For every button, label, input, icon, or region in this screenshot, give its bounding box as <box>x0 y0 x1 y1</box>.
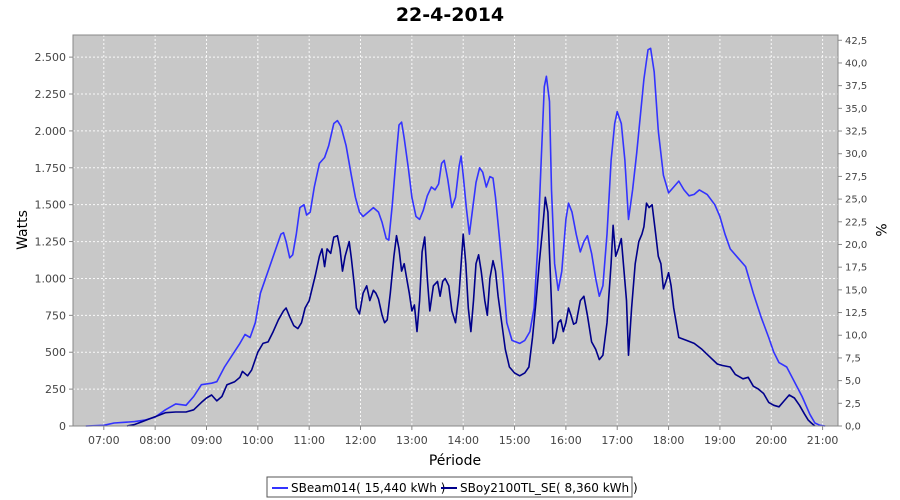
series-line-1 <box>126 196 816 427</box>
y-tick-label: 500 <box>45 346 66 359</box>
y-tick-label: 1.750 <box>35 162 67 175</box>
x-tick-label: 12:00 <box>345 434 377 447</box>
y-right-tick-label: 15,0 <box>845 285 867 296</box>
y-right-tick-label: 37,5 <box>845 81 867 92</box>
y-right-tick-label: 40,0 <box>845 58 867 69</box>
x-tick-label: 13:00 <box>396 434 428 447</box>
y-right-tick-label: 20,0 <box>845 240 867 251</box>
x-tick-label: 16:00 <box>550 434 582 447</box>
y-tick-label: 0 <box>59 420 66 433</box>
x-tick-label: 18:00 <box>653 434 685 447</box>
x-tick-label: 11:00 <box>293 434 325 447</box>
y-axis-label: Watts <box>15 210 31 250</box>
y-right-tick-label: 25,0 <box>845 195 867 206</box>
y-tick-label: 1.500 <box>35 199 67 212</box>
y-right-tick-label: 32,5 <box>845 127 867 138</box>
y-right-tick-label: 7,5 <box>845 353 861 364</box>
x-axis: 07:00 08:00 09:00 10:00 11:00 12:00 13:00 14:00… <box>88 426 838 447</box>
y-right-tick-label: 5,0 <box>845 376 861 387</box>
x-tick-label: 21:00 <box>807 434 839 447</box>
y-tick-label: 1.000 <box>35 272 67 285</box>
y-tick-label: 2.500 <box>35 51 67 64</box>
plot-area <box>73 35 838 426</box>
series-line-0 <box>85 47 826 427</box>
y-right-tick-label: 10,0 <box>845 331 867 342</box>
series-layer <box>85 47 826 427</box>
y-right-tick-label: 12,5 <box>845 308 867 319</box>
x-tick-label: 08:00 <box>139 434 171 447</box>
y-right-tick-label: 2,5 <box>845 399 861 410</box>
grid-lines <box>73 35 838 427</box>
legend-label-series-0: SBeam014( 15,440 kWh ) <box>291 481 445 495</box>
y-right-tick-label: 27,5 <box>845 172 867 183</box>
y-tick-label: 2.250 <box>35 88 67 101</box>
y-axis-right-label: % <box>872 223 888 236</box>
x-tick-label: 07:00 <box>88 434 120 447</box>
y-tick-label: 250 <box>45 383 66 396</box>
legend-label-series-1: SBoy2100TL_SE( 8,360 kWh ) <box>460 481 638 495</box>
y-right-tick-label: 42,5 <box>845 36 867 47</box>
y-axis-right: 0,0 2,5 5,0 7,5 10,0 12,5 15,0 17,5 20,0 22,5 25,0… <box>838 36 867 433</box>
x-tick-label: 15:00 <box>499 434 531 447</box>
y-right-tick-label: 0,0 <box>845 422 861 433</box>
y-axis-left: 0 250 500 750 1.000 1.250 1.500 1.750 2.000 2.250… <box>35 51 73 433</box>
x-tick-label: 10:00 <box>242 434 274 447</box>
y-tick-label: 2.000 <box>35 125 67 138</box>
x-tick-label: 19:00 <box>704 434 736 447</box>
y-right-tick-label: 35,0 <box>845 104 867 115</box>
x-tick-label: 17:00 <box>601 434 633 447</box>
x-tick-label: 20:00 <box>755 434 787 447</box>
legend: SBeam014( 15,440 kWh ) SBoy2100TL_SE( 8,… <box>266 476 638 498</box>
y-right-tick-label: 22,5 <box>845 217 867 228</box>
y-right-tick-label: 30,0 <box>845 149 867 160</box>
x-tick-label: 09:00 <box>191 434 223 447</box>
x-tick-label: 14:00 <box>447 434 479 447</box>
y-tick-label: 1.250 <box>35 236 67 249</box>
x-axis-label: Période <box>429 453 481 469</box>
y-right-tick-label: 17,5 <box>845 263 867 274</box>
y-tick-label: 750 <box>45 309 66 322</box>
chart-title: 22-4-2014 <box>396 4 504 26</box>
plot-border <box>72 34 839 427</box>
